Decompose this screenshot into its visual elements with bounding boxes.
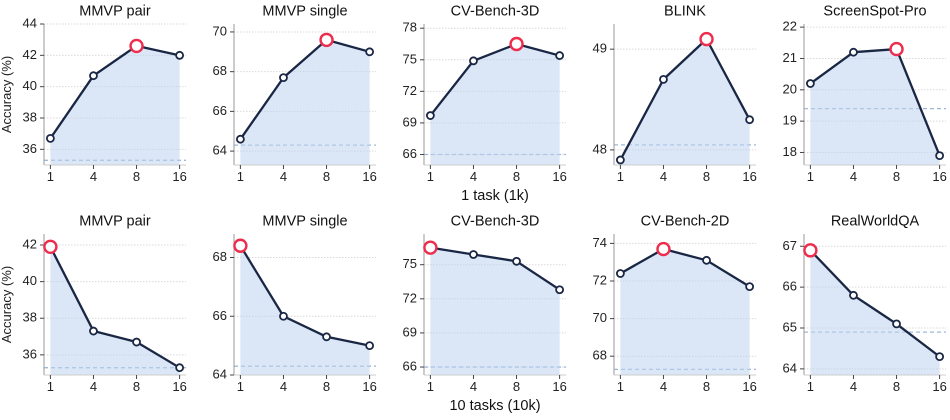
svg-text:1: 1 bbox=[237, 169, 244, 184]
svg-text:8: 8 bbox=[323, 169, 330, 184]
svg-text:40: 40 bbox=[23, 273, 37, 288]
svg-text:8: 8 bbox=[323, 379, 330, 394]
svg-text:38: 38 bbox=[23, 310, 37, 325]
svg-text:40: 40 bbox=[23, 78, 37, 93]
svg-text:1: 1 bbox=[617, 169, 624, 184]
svg-text:74: 74 bbox=[593, 235, 607, 250]
svg-text:4: 4 bbox=[660, 379, 667, 394]
svg-text:18: 18 bbox=[783, 144, 797, 159]
svg-text:16: 16 bbox=[362, 169, 376, 184]
svg-text:1: 1 bbox=[807, 169, 814, 184]
svg-text:66: 66 bbox=[783, 279, 797, 294]
svg-text:CV-Bench-2D: CV-Bench-2D bbox=[641, 214, 730, 230]
svg-text:1 task (1k): 1 task (1k) bbox=[461, 188, 529, 204]
svg-text:19: 19 bbox=[783, 113, 797, 128]
svg-text:8: 8 bbox=[703, 169, 710, 184]
svg-text:44: 44 bbox=[23, 16, 37, 31]
svg-text:48: 48 bbox=[593, 141, 607, 156]
svg-text:10 tasks (10k): 10 tasks (10k) bbox=[449, 398, 540, 414]
svg-text:66: 66 bbox=[213, 103, 227, 118]
svg-text:4: 4 bbox=[280, 379, 287, 394]
svg-text:16: 16 bbox=[552, 169, 566, 184]
svg-text:4: 4 bbox=[90, 379, 97, 394]
svg-text:70: 70 bbox=[593, 310, 607, 325]
svg-text:16: 16 bbox=[932, 379, 946, 394]
svg-text:75: 75 bbox=[403, 256, 417, 271]
svg-text:75: 75 bbox=[403, 51, 417, 66]
svg-text:66: 66 bbox=[403, 146, 417, 161]
svg-text:68: 68 bbox=[213, 249, 227, 264]
svg-text:4: 4 bbox=[660, 169, 667, 184]
svg-text:16: 16 bbox=[742, 379, 756, 394]
svg-text:8: 8 bbox=[513, 169, 520, 184]
svg-text:8: 8 bbox=[133, 379, 140, 394]
svg-text:1: 1 bbox=[47, 379, 54, 394]
svg-text:16: 16 bbox=[932, 169, 946, 184]
svg-text:66: 66 bbox=[213, 308, 227, 323]
svg-text:4: 4 bbox=[850, 379, 857, 394]
svg-text:36: 36 bbox=[23, 346, 37, 361]
svg-text:4: 4 bbox=[90, 169, 97, 184]
svg-text:67: 67 bbox=[783, 238, 797, 253]
svg-text:66: 66 bbox=[403, 359, 417, 374]
svg-text:BLINK: BLINK bbox=[664, 4, 706, 20]
svg-text:16: 16 bbox=[172, 169, 186, 184]
svg-text:16: 16 bbox=[552, 379, 566, 394]
svg-text:64: 64 bbox=[783, 360, 797, 375]
svg-text:70: 70 bbox=[213, 23, 227, 38]
svg-text:MMVP single: MMVP single bbox=[262, 214, 347, 230]
svg-text:ScreenSpot-Pro: ScreenSpot-Pro bbox=[823, 4, 926, 20]
svg-text:1: 1 bbox=[47, 169, 54, 184]
svg-text:16: 16 bbox=[742, 169, 756, 184]
svg-text:1: 1 bbox=[617, 379, 624, 394]
svg-text:38: 38 bbox=[23, 110, 37, 125]
svg-text:68: 68 bbox=[213, 63, 227, 78]
svg-text:1: 1 bbox=[237, 379, 244, 394]
svg-text:22: 22 bbox=[783, 19, 797, 34]
svg-text:4: 4 bbox=[850, 169, 857, 184]
svg-text:8: 8 bbox=[893, 379, 900, 394]
svg-text:69: 69 bbox=[403, 324, 417, 339]
svg-text:78: 78 bbox=[403, 20, 417, 35]
svg-text:MMVP pair: MMVP pair bbox=[79, 4, 151, 20]
svg-text:4: 4 bbox=[470, 169, 477, 184]
svg-text:MMVP single: MMVP single bbox=[262, 4, 347, 20]
svg-text:72: 72 bbox=[403, 83, 417, 98]
svg-text:Accuracy (%): Accuracy (%) bbox=[0, 56, 14, 133]
svg-text:72: 72 bbox=[593, 273, 607, 288]
svg-text:64: 64 bbox=[213, 367, 227, 382]
svg-text:36: 36 bbox=[23, 141, 37, 156]
svg-text:1: 1 bbox=[427, 379, 434, 394]
svg-text:21: 21 bbox=[783, 50, 797, 65]
svg-text:68: 68 bbox=[593, 348, 607, 363]
svg-text:8: 8 bbox=[703, 379, 710, 394]
svg-text:49: 49 bbox=[593, 41, 607, 56]
svg-text:42: 42 bbox=[23, 236, 37, 251]
svg-text:MMVP pair: MMVP pair bbox=[79, 214, 151, 230]
svg-text:16: 16 bbox=[362, 379, 376, 394]
svg-text:RealWorldQA: RealWorldQA bbox=[831, 214, 920, 230]
svg-text:CV-Bench-3D: CV-Bench-3D bbox=[451, 214, 540, 230]
svg-text:1: 1 bbox=[807, 379, 814, 394]
svg-text:65: 65 bbox=[783, 320, 797, 335]
svg-text:8: 8 bbox=[893, 169, 900, 184]
svg-text:CV-Bench-3D: CV-Bench-3D bbox=[451, 4, 540, 20]
svg-text:8: 8 bbox=[513, 379, 520, 394]
svg-text:Accuracy (%): Accuracy (%) bbox=[0, 266, 14, 343]
svg-text:42: 42 bbox=[23, 47, 37, 62]
svg-text:64: 64 bbox=[213, 143, 227, 158]
svg-text:20: 20 bbox=[783, 81, 797, 96]
svg-text:8: 8 bbox=[133, 169, 140, 184]
svg-text:4: 4 bbox=[280, 169, 287, 184]
svg-text:72: 72 bbox=[403, 290, 417, 305]
svg-text:1: 1 bbox=[427, 169, 434, 184]
svg-text:4: 4 bbox=[470, 379, 477, 394]
svg-text:16: 16 bbox=[172, 379, 186, 394]
svg-text:69: 69 bbox=[403, 114, 417, 129]
